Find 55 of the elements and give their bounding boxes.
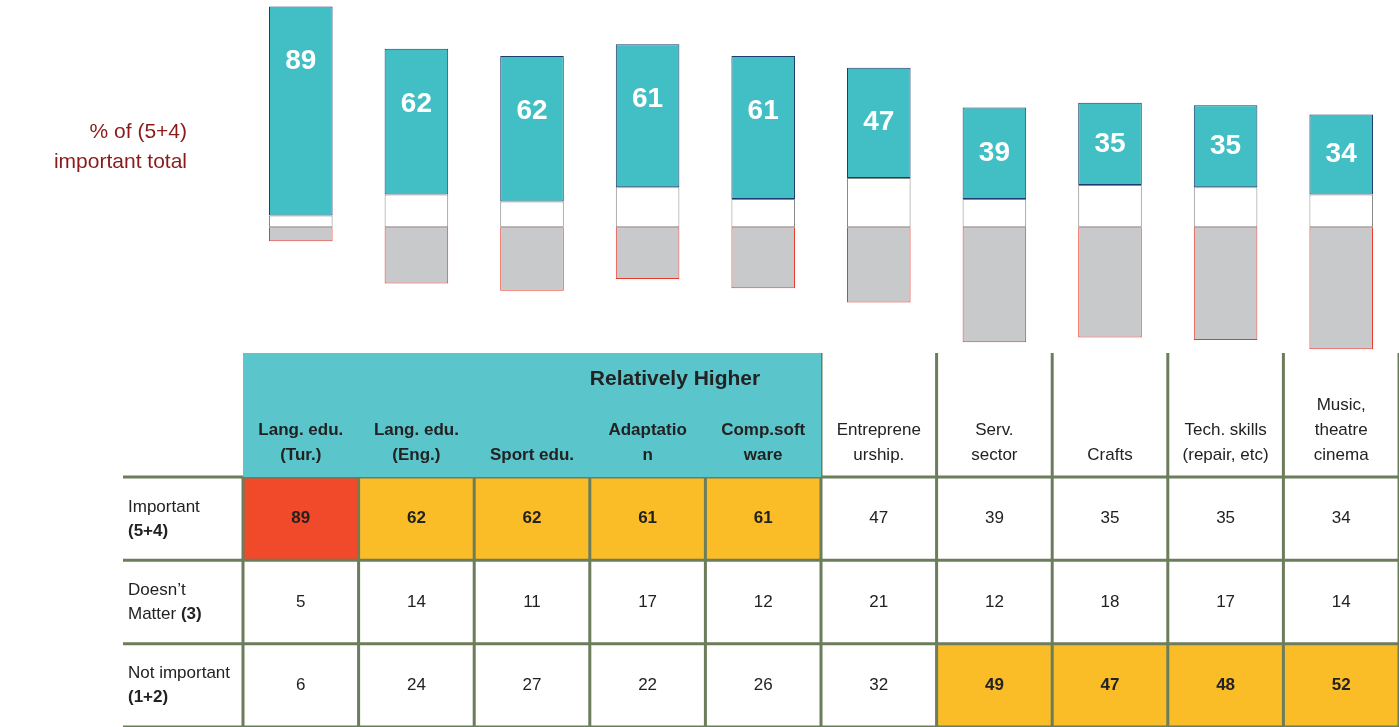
data-label: 52	[1331, 675, 1351, 695]
x-tick-label: Sport edu.	[474, 353, 590, 477]
data-label: 27	[522, 675, 542, 695]
x-tick-label: Tech. skills (repair, etc)	[1181, 419, 1270, 466]
data-label: 22	[638, 675, 658, 695]
data-label: 47	[869, 508, 889, 528]
data-label: 89	[291, 508, 311, 528]
data-label: 62	[406, 508, 426, 528]
data-label: 18	[1100, 591, 1120, 611]
data-label: 14	[1331, 591, 1351, 611]
data-label: 17	[638, 591, 658, 611]
data-label: 14	[406, 591, 426, 611]
x-tick-label: Lang. edu. (Tur.)	[243, 353, 359, 477]
x-tick-label: Comp.software	[721, 420, 806, 464]
y-tick-label: Not important (1+2)	[128, 662, 232, 709]
x-tick-label: Entrepreneurship.	[835, 419, 922, 466]
data-label: 35	[1216, 508, 1236, 528]
data-label: 47	[1100, 675, 1120, 695]
data-label: 6	[296, 675, 306, 695]
data-label: 62	[400, 86, 432, 118]
y-tick-label: Important (5+4)	[128, 495, 201, 542]
data-label: 12	[753, 591, 773, 611]
data-label: 35	[1100, 508, 1120, 528]
data-label: 32	[869, 675, 889, 695]
data-label: 35	[1094, 126, 1126, 158]
data-label: 34	[1331, 508, 1351, 528]
data-label: 21	[869, 591, 889, 611]
data-label: 24	[406, 675, 426, 695]
data-label: 39	[978, 136, 1010, 168]
text: Relatively Higher	[588, 366, 762, 390]
data-label: 61	[747, 93, 779, 125]
data-label: 5	[296, 591, 306, 611]
y-tick-label: Doesn’t Matter (3)	[128, 579, 203, 625]
data-label: 61	[632, 81, 664, 113]
data-label: 89	[285, 44, 317, 76]
data-label: 47	[863, 105, 895, 137]
data-label: 49	[984, 675, 1004, 695]
y-axis-title: % of (5+4) important total	[52, 118, 187, 174]
x-tick-label: Adaptation	[608, 420, 687, 464]
data-label: 34	[1325, 137, 1358, 169]
data-label: 39	[984, 508, 1004, 528]
x-tick-label: Lang. edu. (Eng.)	[358, 353, 475, 477]
data-label: 48	[1216, 675, 1236, 695]
data-label: 35	[1210, 129, 1242, 161]
data-label: 26	[753, 675, 773, 695]
x-tick-label: Music, theatre cinema	[1312, 394, 1370, 466]
data-label: 62	[516, 93, 548, 125]
data-label: 61	[638, 508, 658, 528]
data-label: 12	[984, 591, 1004, 611]
x-tick-label: Serv. sector	[970, 419, 1019, 466]
x-tick-label: Crafts	[1086, 444, 1134, 466]
data-label: 17	[1216, 591, 1236, 611]
data-label: 11	[523, 591, 541, 611]
data-label: 62	[522, 508, 542, 528]
data-label: 61	[753, 508, 773, 528]
